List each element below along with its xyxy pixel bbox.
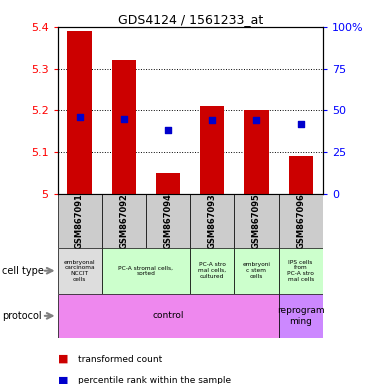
Text: percentile rank within the sample: percentile rank within the sample [78,376,231,384]
Bar [68,31,92,194]
Bar [156,173,180,194]
Text: reprogram
ming: reprogram ming [277,306,325,326]
Bar [279,194,323,248]
Text: transformed count: transformed count [78,354,162,364]
Bar [112,60,136,194]
Bar [190,248,234,294]
Text: ■: ■ [58,354,68,364]
Bar [102,248,190,294]
Point [253,118,259,124]
Point [77,114,83,120]
Text: PC-A stro
mal cells,
cultured: PC-A stro mal cells, cultured [198,262,226,279]
Text: protocol: protocol [2,311,42,321]
Bar [244,111,269,194]
Text: PC-A stromal cells,
sorted: PC-A stromal cells, sorted [118,265,173,276]
Bar [234,194,279,248]
Text: GSM867096: GSM867096 [296,193,305,249]
Bar [58,194,102,248]
Text: GSM867091: GSM867091 [75,193,84,249]
Text: GSM867095: GSM867095 [252,193,261,249]
Text: cell type: cell type [2,266,44,276]
Text: embryoni
c stem
cells: embryoni c stem cells [243,262,270,279]
Bar [279,248,323,294]
Bar [234,248,279,294]
Text: GSM867093: GSM867093 [208,193,217,249]
Point [121,116,127,122]
Bar [190,194,234,248]
Point [298,121,303,127]
Bar [58,294,279,338]
Bar [102,194,146,248]
Bar [58,248,102,294]
Title: GDS4124 / 1561233_at: GDS4124 / 1561233_at [118,13,263,26]
Text: control: control [152,311,184,320]
Bar [146,194,190,248]
Text: embryonal
carcinoma
NCCIT
cells: embryonal carcinoma NCCIT cells [64,260,95,282]
Bar [279,294,323,338]
Text: IPS cells
from
PC-A stro
mal cells: IPS cells from PC-A stro mal cells [287,260,314,282]
Text: GSM867092: GSM867092 [119,193,128,249]
Point [165,127,171,134]
Text: ■: ■ [58,375,68,384]
Bar [289,156,313,194]
Bar [200,106,224,194]
Text: GSM867094: GSM867094 [164,193,173,249]
Point [209,118,215,124]
